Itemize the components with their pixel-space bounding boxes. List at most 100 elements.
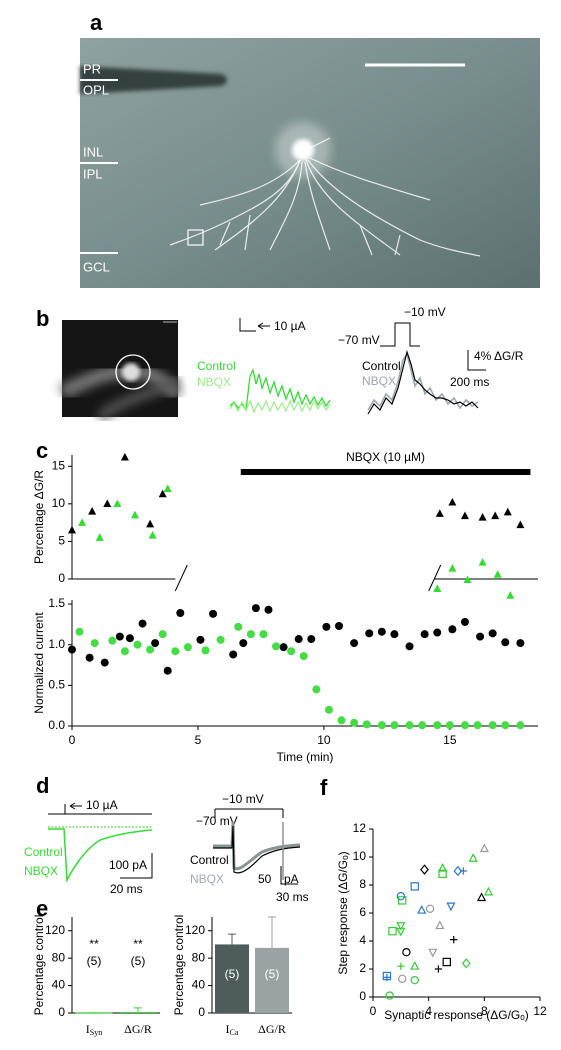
- marker: [418, 721, 427, 730]
- marker: [138, 619, 147, 628]
- marker: [402, 948, 411, 957]
- marker: [459, 867, 468, 875]
- marker: [435, 509, 444, 517]
- marker: [312, 685, 321, 694]
- marker: [68, 525, 76, 534]
- marker: [437, 862, 448, 872]
- n-label: (5): [265, 967, 280, 981]
- y-tick-label: 6: [359, 905, 366, 919]
- y-axis-label: Normalized current: [32, 612, 46, 714]
- marker: [493, 570, 502, 578]
- shape: [199, 159, 301, 206]
- y-tick-label: 0: [58, 1005, 65, 1019]
- marker: [148, 531, 157, 539]
- x-axis-label: Time (min): [277, 750, 334, 764]
- marker: [446, 902, 456, 912]
- marker: [461, 958, 471, 969]
- scale-label: 30 ms: [276, 890, 309, 904]
- marker: [476, 632, 485, 641]
- marker: [410, 882, 419, 891]
- marker: [396, 927, 406, 937]
- x-axis-label: Synaptic response (ΔG/Gₒ): [384, 1008, 529, 1022]
- panel-label: c: [36, 438, 48, 463]
- trace-nbqx: [229, 399, 331, 414]
- legend-label: NBQX: [24, 864, 58, 878]
- x-tick-label: 0: [370, 1004, 377, 1018]
- shape: [304, 161, 331, 251]
- panel-label: e: [36, 896, 48, 921]
- marker: [390, 630, 399, 639]
- marker: [478, 558, 487, 566]
- marker: [146, 645, 155, 654]
- x-tick-label: ΔG/R: [258, 1022, 286, 1036]
- y-tick-label: 4: [359, 933, 366, 947]
- scale-bar: [280, 866, 298, 885]
- marker: [337, 716, 346, 725]
- scale-label: pA: [284, 872, 299, 886]
- y-tick-label: 0.0: [48, 718, 65, 732]
- marker: [435, 920, 445, 930]
- significance: **: [89, 937, 99, 951]
- bar: [215, 944, 249, 1013]
- marker: [463, 575, 472, 583]
- dendrites: [169, 137, 481, 257]
- marker: [488, 721, 497, 730]
- marker: [501, 638, 510, 647]
- marker: [516, 520, 525, 529]
- trace-control: [367, 349, 479, 415]
- marker: [438, 869, 447, 879]
- shape: [309, 157, 431, 201]
- marker: [450, 936, 458, 944]
- marker: [377, 721, 386, 730]
- marker: [350, 639, 359, 648]
- marker: [460, 721, 469, 730]
- marker: [113, 499, 122, 508]
- marker: [445, 721, 454, 730]
- x-tick-label: 10: [317, 733, 331, 747]
- category-main: I: [226, 1022, 230, 1036]
- marker: [382, 971, 392, 981]
- marker: [491, 511, 500, 520]
- panel-label: d: [36, 773, 49, 798]
- marker: [234, 622, 243, 631]
- marker: [68, 645, 76, 654]
- marker: [146, 519, 155, 528]
- legend-label: Control: [24, 845, 63, 859]
- marker: [397, 962, 405, 970]
- marker: [448, 625, 457, 634]
- marker: [158, 489, 167, 498]
- marker: [448, 564, 457, 572]
- roi-box: [187, 229, 204, 246]
- marker: [100, 658, 109, 667]
- pipette: [80, 66, 227, 94]
- step-label: −70 mV: [196, 814, 238, 828]
- marker: [503, 507, 512, 516]
- marker: [183, 643, 192, 652]
- panel-label: a: [90, 10, 103, 35]
- scale-label: 100 pA: [109, 858, 147, 872]
- marker: [488, 629, 497, 638]
- y-tick-label: 12: [353, 821, 367, 835]
- y-tick-label: 10: [52, 496, 66, 510]
- layer-label: PR: [83, 61, 101, 76]
- y-tick-label: 10: [353, 849, 367, 863]
- marker: [229, 650, 238, 659]
- legend-label: NBQX: [362, 374, 396, 388]
- marker: [516, 639, 525, 648]
- marker: [420, 864, 429, 875]
- marker: [434, 965, 443, 973]
- layer-label: GCL: [83, 259, 110, 274]
- y-tick-label: 1.0: [48, 637, 65, 651]
- marker: [433, 628, 442, 637]
- marker: [322, 622, 331, 631]
- panel-label: b: [36, 306, 49, 331]
- trace-control: [48, 828, 153, 883]
- marker: [95, 533, 104, 541]
- step-label: −10 mV: [222, 792, 264, 806]
- scale-label: 200 ms: [450, 375, 489, 389]
- marker: [468, 853, 478, 862]
- marker: [460, 617, 469, 626]
- scale-bar: [120, 853, 153, 879]
- x-tick-label: 12: [533, 1004, 547, 1018]
